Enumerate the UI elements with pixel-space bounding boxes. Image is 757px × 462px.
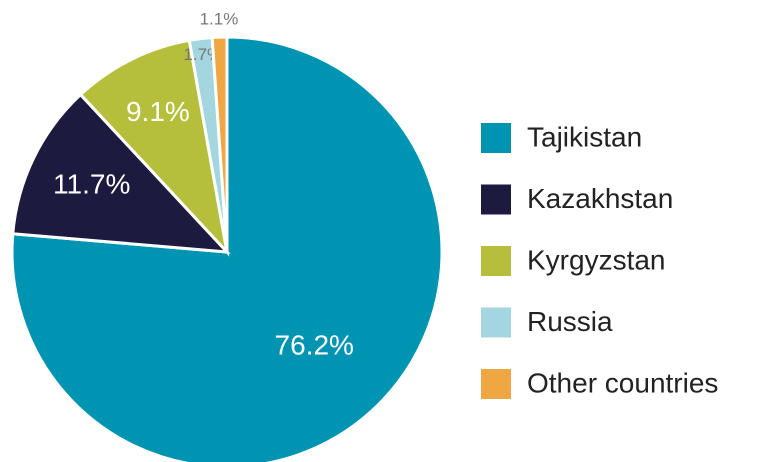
legend-label: Other countries [527,367,718,398]
pie-slice [210,35,229,253]
legend-label: Russia [527,306,613,337]
pie-slice [78,38,230,257]
data-label: 1.1% [200,9,239,28]
legend-label: Tajikistan [527,121,642,152]
legend-swatch [481,369,511,399]
legend-label: Kyrgyzstan [527,244,666,275]
legend-swatch [481,246,511,276]
legend-swatch [481,307,511,338]
data-label: 76.2% [275,329,354,360]
data-label: 9.1% [126,96,190,127]
pie-slice [11,92,231,254]
legend-swatch [481,123,511,153]
legend-label: Kazakhstan [527,183,673,214]
legend-swatch [481,184,511,215]
data-label: 11.7% [53,168,130,199]
